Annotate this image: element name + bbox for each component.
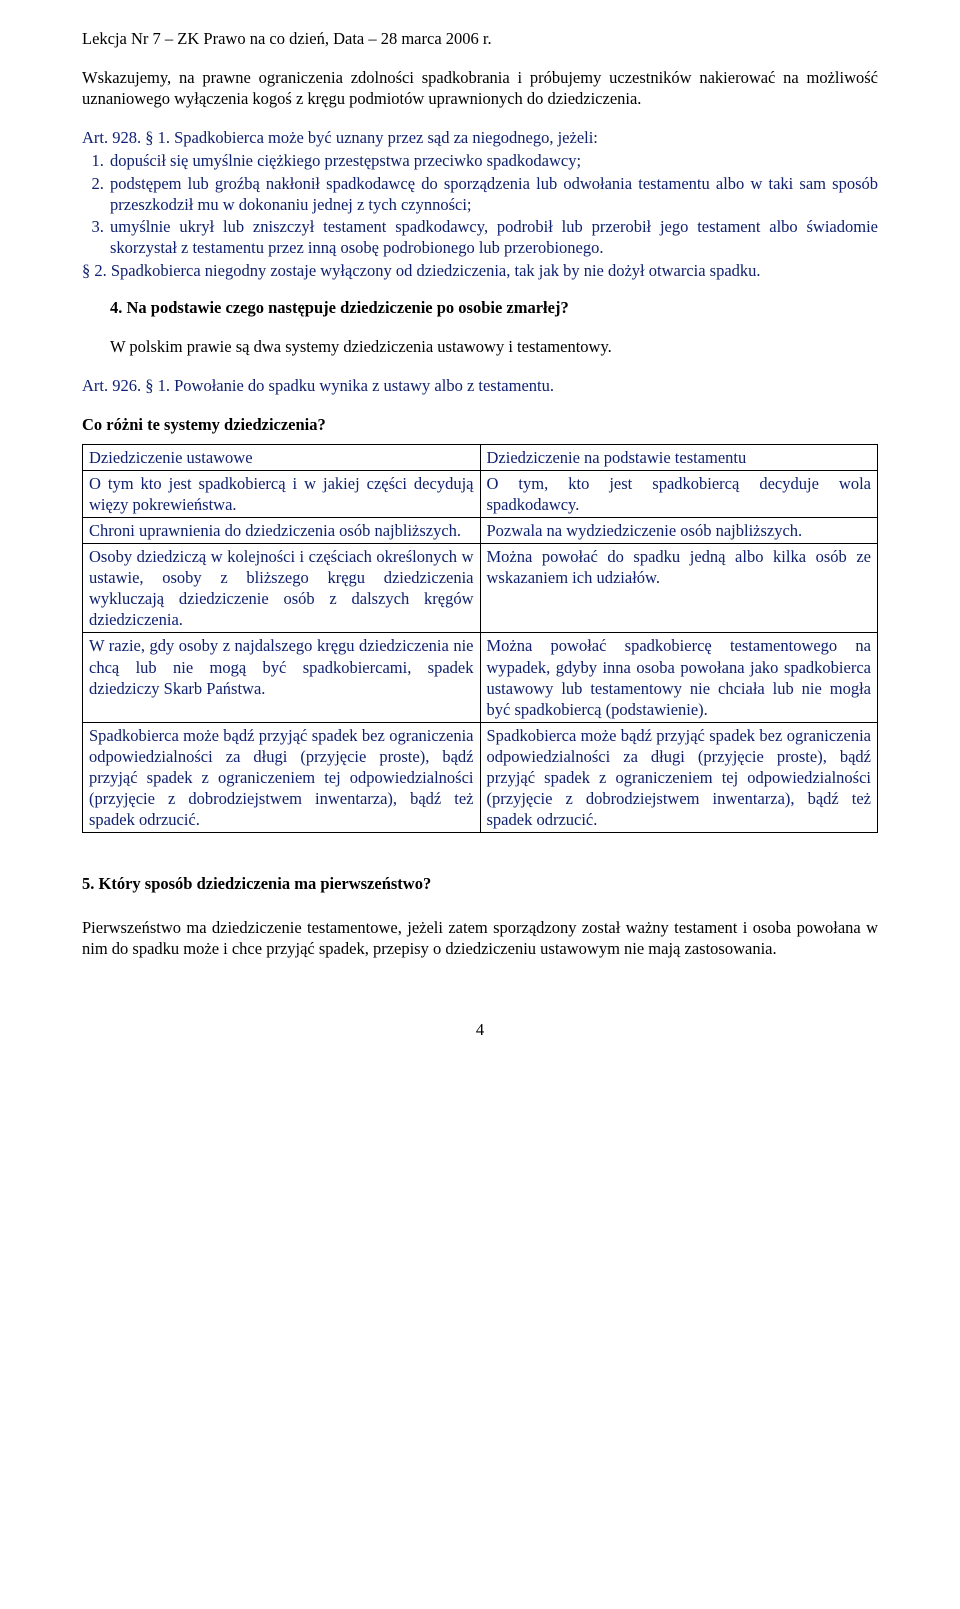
comparison-table: Dziedziczenie ustawowe Dziedziczenie na … (82, 444, 878, 834)
table-row: W razie, gdy osoby z najdalszego kręgu d… (83, 633, 878, 722)
table-cell-left: Dziedziczenie ustawowe (83, 444, 481, 470)
table-row: Chroni uprawnienia do dziedziczenia osób… (83, 517, 878, 543)
table-cell-left: O tym kto jest spadkobiercą i w jakiej c… (83, 470, 481, 517)
table-cell-right: Dziedziczenie na podstawie testamentu (480, 444, 878, 470)
table-cell-right: Można powołać spadkobiercę testamentoweg… (480, 633, 878, 722)
art-928-item-1: dopuścił się umyślnie ciężkiego przestęp… (108, 150, 878, 171)
table-row: Osoby dziedziczą w kolejności i częściac… (83, 543, 878, 632)
table-cell-left: Chroni uprawnienia do dziedziczenia osób… (83, 517, 481, 543)
art-928-item-3: umyślnie ukrył lub zniszczył testament s… (108, 216, 878, 258)
table-row: O tym kto jest spadkobiercą i w jakiej c… (83, 470, 878, 517)
question-diff: Co różni te systemy dziedziczenia? (82, 414, 878, 435)
art-926: Art. 926. § 1. Powołanie do spadku wynik… (82, 375, 878, 396)
page-number: 4 (82, 1019, 878, 1040)
art-928-p2: § 2. Spadkobierca niegodny zostaje wyłąc… (82, 260, 878, 281)
table-row: Spadkobierca może bądź przyjąć spadek be… (83, 722, 878, 833)
question-5-answer: Pierwszeństwo ma dziedziczenie testament… (82, 917, 878, 959)
table-cell-right: Spadkobierca może bądź przyjąć spadek be… (480, 722, 878, 833)
table-cell-right: Można powołać do spadku jedną albo kilka… (480, 543, 878, 632)
table-cell-right: O tym, kto jest spadkobiercą decyduje wo… (480, 470, 878, 517)
table-cell-right: Pozwala na wydziedziczenie osób najbliżs… (480, 517, 878, 543)
intro-paragraph: Wskazujemy, na prawne ograniczenia zdoln… (82, 67, 878, 109)
question-4: 4. Na podstawie czego następuje dziedzic… (110, 297, 878, 318)
table-cell-left: Osoby dziedziczą w kolejności i częściac… (83, 543, 481, 632)
question-5: 5. Który sposób dziedziczenia ma pierwsz… (82, 873, 878, 894)
question-4-answer: W polskim prawie są dwa systemy dziedzic… (110, 336, 878, 357)
page-header: Lekcja Nr 7 – ZK Prawo na co dzień, Data… (82, 28, 878, 49)
art-928-list: dopuścił się umyślnie ciężkiego przestęp… (82, 150, 878, 258)
table-row: Dziedziczenie ustawowe Dziedziczenie na … (83, 444, 878, 470)
art-928-item-2: podstępem lub groźbą nakłonił spadkodawc… (108, 173, 878, 215)
art-928-lead: Art. 928. § 1. Spadkobierca może być uzn… (82, 127, 878, 148)
table-cell-left: Spadkobierca może bądź przyjąć spadek be… (83, 722, 481, 833)
table-cell-left: W razie, gdy osoby z najdalszego kręgu d… (83, 633, 481, 722)
